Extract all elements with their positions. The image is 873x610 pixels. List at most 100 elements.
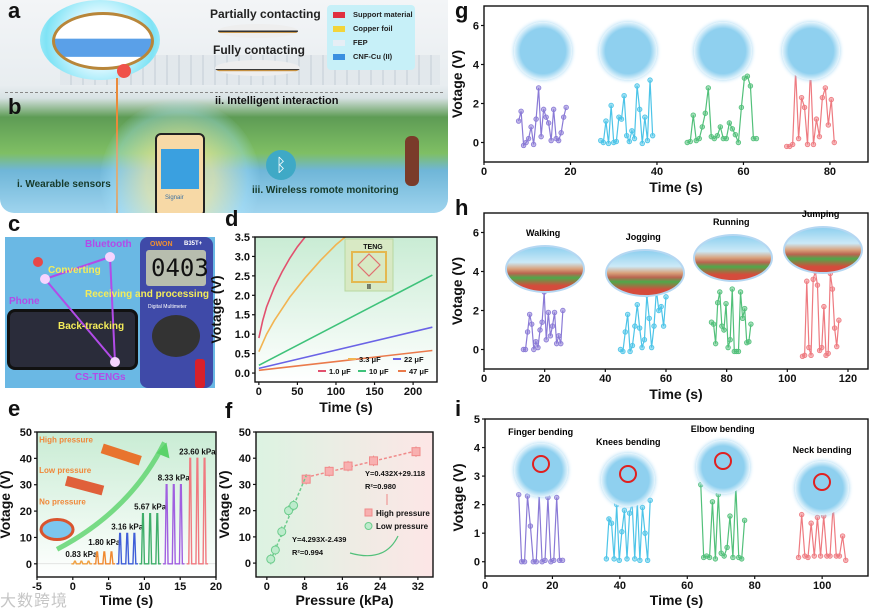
partial-contact-lens bbox=[218, 24, 298, 38]
material-legend: Support material Copper foil FEP CNF-Cu (II… bbox=[327, 5, 415, 70]
pressure-peaks bbox=[116, 532, 138, 565]
data-point bbox=[729, 126, 736, 132]
y-tick-label: 2.0 bbox=[235, 290, 250, 302]
legend-swatch bbox=[333, 26, 345, 33]
data-point bbox=[530, 141, 537, 148]
data-point bbox=[729, 286, 735, 292]
y-axis-title: Votage (V) bbox=[0, 470, 13, 538]
low-fit-r2: R²=0.994 bbox=[292, 548, 324, 557]
low-fit-equation: Y=4.293X-2.439 bbox=[292, 535, 346, 544]
bluetooth-label: Bluetooth bbox=[85, 239, 132, 250]
peak-label: 1.80 kPa bbox=[88, 538, 121, 547]
y-tick-label: 20 bbox=[20, 506, 32, 518]
data-point bbox=[608, 102, 614, 109]
signal-series bbox=[605, 500, 651, 561]
plot-area-f bbox=[256, 432, 433, 577]
data-point bbox=[705, 85, 712, 91]
receiving-label: Receiving and processing bbox=[85, 289, 209, 300]
legend-label: Copper foil bbox=[353, 24, 393, 33]
data-point bbox=[639, 140, 645, 147]
x-tick-label: 150 bbox=[365, 386, 383, 398]
y-tick-label: 3.0 bbox=[235, 251, 250, 263]
joint-label: Neck bending bbox=[792, 445, 852, 455]
pressure-peaks bbox=[93, 551, 116, 565]
partially-contacting-label: Partially contacting bbox=[210, 7, 321, 21]
x-tick-label: 0 bbox=[481, 166, 487, 178]
data-point bbox=[270, 545, 280, 555]
plot-frame-f bbox=[255, 431, 434, 578]
data-point bbox=[558, 340, 564, 347]
data-point bbox=[622, 329, 628, 335]
data-point bbox=[605, 140, 612, 147]
data-point bbox=[551, 309, 558, 316]
bluetooth-icon: ᛒ bbox=[266, 150, 296, 180]
data-point bbox=[827, 553, 833, 559]
data-point bbox=[543, 114, 549, 120]
runner-figure bbox=[405, 136, 419, 186]
annotation-arrow bbox=[349, 535, 399, 557]
data-point bbox=[808, 352, 814, 359]
y-tick-label: 3 bbox=[474, 471, 480, 483]
joint-label: Knees bending bbox=[596, 437, 661, 447]
data-point bbox=[632, 323, 638, 329]
data-point bbox=[632, 556, 638, 562]
x-tick-label: 0 bbox=[264, 581, 270, 593]
gesture-inset-icon bbox=[598, 22, 657, 80]
x-tick-label: 80 bbox=[749, 580, 761, 592]
y-axis-title: Votage (V) bbox=[208, 275, 224, 343]
x-axis-title: Time (s) bbox=[100, 592, 153, 608]
legend-label: 22 μF bbox=[404, 355, 424, 364]
legend-label: 3.3 μF bbox=[359, 355, 381, 364]
data-point bbox=[804, 278, 810, 284]
data-point bbox=[626, 138, 632, 145]
y-axis-title: Votage (V) bbox=[449, 257, 465, 325]
data-point bbox=[735, 139, 742, 146]
y-tick-label: 0.5 bbox=[235, 349, 250, 361]
data-point bbox=[813, 116, 820, 122]
data-point bbox=[526, 311, 533, 318]
x-tick-label: 20 bbox=[564, 166, 576, 178]
data-point bbox=[527, 523, 534, 529]
data-point bbox=[651, 323, 657, 329]
data-point bbox=[603, 556, 610, 562]
data-point bbox=[545, 120, 552, 126]
x-axis-title: Time (s) bbox=[649, 386, 702, 402]
panel-label-c: c bbox=[8, 211, 21, 236]
data-point bbox=[831, 139, 837, 146]
activity-label: Running bbox=[712, 217, 750, 227]
peak-label: 8.33 kPa bbox=[158, 474, 191, 483]
legend-label: High pressure bbox=[376, 509, 430, 518]
data-point bbox=[624, 132, 630, 139]
data-point bbox=[613, 138, 620, 145]
panel-label-f: f bbox=[225, 398, 233, 423]
circuit-wire bbox=[351, 251, 387, 283]
data-point bbox=[656, 307, 662, 314]
data-point bbox=[801, 104, 808, 111]
plot-frame-i bbox=[484, 418, 869, 577]
data-point bbox=[634, 301, 640, 308]
data-point bbox=[616, 557, 622, 563]
x-tick-label: 0 bbox=[256, 386, 262, 398]
data-point bbox=[600, 139, 607, 146]
data-point bbox=[369, 456, 379, 466]
data-point bbox=[515, 118, 522, 124]
data-point bbox=[540, 106, 547, 113]
converting-label: Converting bbox=[48, 265, 101, 276]
data-point bbox=[836, 317, 842, 323]
legend-label: 1.0 μF bbox=[329, 367, 351, 376]
data-point bbox=[560, 307, 566, 314]
data-point bbox=[528, 124, 534, 130]
data-point bbox=[690, 112, 696, 118]
y-tick-label: 1.0 bbox=[235, 329, 250, 341]
x-tick-label: 100 bbox=[778, 373, 796, 385]
data-point bbox=[621, 92, 627, 99]
y-tick-label: 0.0 bbox=[235, 368, 250, 380]
data-point bbox=[266, 554, 276, 564]
data-point bbox=[641, 337, 648, 343]
data-point bbox=[301, 474, 311, 484]
data-point bbox=[624, 556, 630, 562]
data-point bbox=[525, 135, 532, 142]
x-tick-label: 40 bbox=[614, 580, 626, 592]
legend-item: CNF-Cu (II) bbox=[333, 53, 392, 61]
watermark: 大数跨境 bbox=[0, 593, 69, 610]
